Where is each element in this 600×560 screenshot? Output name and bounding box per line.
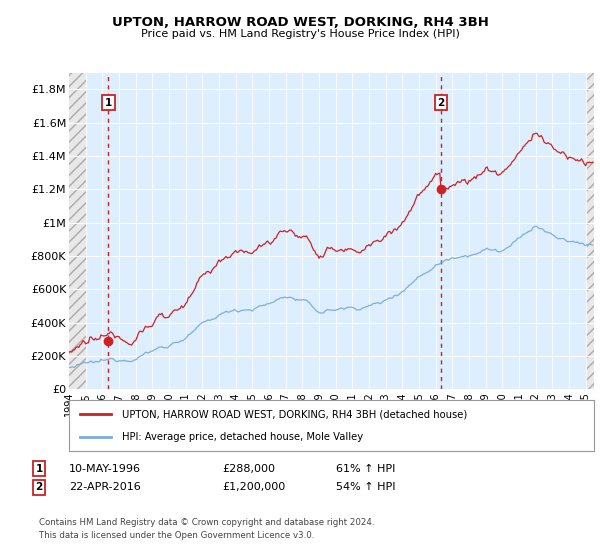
Text: 1: 1 <box>35 464 43 474</box>
Text: 1: 1 <box>105 98 112 108</box>
Text: £1,200,000: £1,200,000 <box>222 482 285 492</box>
Text: 10-MAY-1996: 10-MAY-1996 <box>69 464 141 474</box>
Text: UPTON, HARROW ROAD WEST, DORKING, RH4 3BH: UPTON, HARROW ROAD WEST, DORKING, RH4 3B… <box>112 16 488 29</box>
Bar <box>69 73 86 389</box>
Text: 61% ↑ HPI: 61% ↑ HPI <box>336 464 395 474</box>
Text: Contains HM Land Registry data © Crown copyright and database right 2024.
This d: Contains HM Land Registry data © Crown c… <box>39 519 374 540</box>
Text: £288,000: £288,000 <box>222 464 275 474</box>
Text: HPI: Average price, detached house, Mole Valley: HPI: Average price, detached house, Mole… <box>121 432 362 442</box>
Text: 2: 2 <box>437 98 445 108</box>
Text: 54% ↑ HPI: 54% ↑ HPI <box>336 482 395 492</box>
Text: UPTON, HARROW ROAD WEST, DORKING, RH4 3BH (detached house): UPTON, HARROW ROAD WEST, DORKING, RH4 3B… <box>121 409 467 419</box>
Text: 2: 2 <box>35 482 43 492</box>
Text: 22-APR-2016: 22-APR-2016 <box>69 482 141 492</box>
Text: Price paid vs. HM Land Registry's House Price Index (HPI): Price paid vs. HM Land Registry's House … <box>140 29 460 39</box>
Bar <box>586 73 594 389</box>
